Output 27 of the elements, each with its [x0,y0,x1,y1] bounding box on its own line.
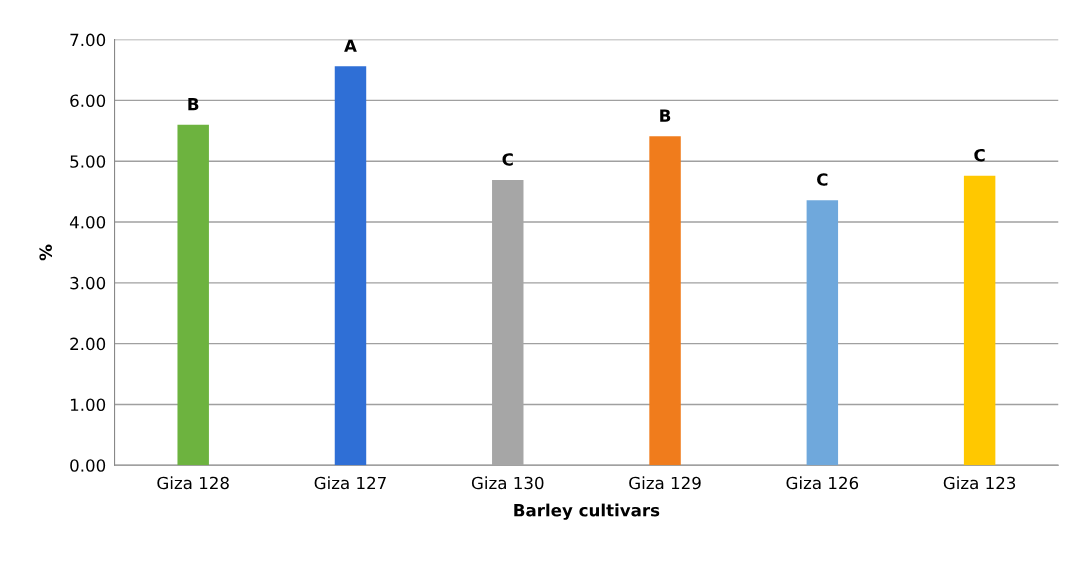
annotation: C [974,148,985,162]
x-axis-title: Barley cultivars [514,503,660,520]
y-tick-label: 7.00 [70,33,106,47]
annotation: B [188,98,199,111]
y-tick-label: 3.00 [70,276,106,290]
annotation: C [817,173,828,186]
x-tick-label: Giza 129 [629,476,701,490]
x-tick-label: Giza 123 [943,476,1016,490]
bar [649,136,681,466]
y-tick-label: 0.00 [70,459,106,472]
y-tick-label: 5.00 [70,155,106,168]
annotation: B [660,109,671,122]
x-tick-label: Giza 130 [471,476,544,490]
y-tick-label: 2.00 [70,337,106,351]
y-tick-label: 1.00 [70,398,106,412]
y-tick-label: 6.00 [70,94,106,107]
bar [806,200,839,466]
x-tick-label: Giza 128 [157,476,229,490]
x-tick-label: Giza 126 [786,476,859,490]
annotation: C [502,153,513,166]
y-axis-title: % [39,244,52,261]
bar [334,66,367,466]
bar [963,175,996,466]
bar [177,124,209,466]
x-tick-label: Giza 127 [314,476,386,490]
annotation: A [344,39,357,52]
y-tick-label: 4.00 [69,216,106,229]
